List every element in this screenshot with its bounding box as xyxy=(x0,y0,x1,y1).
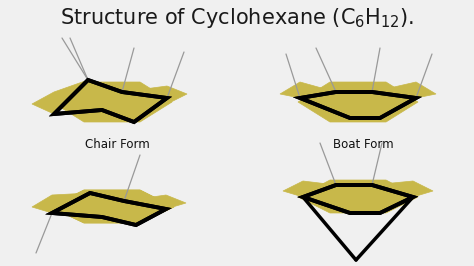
Polygon shape xyxy=(50,190,174,223)
Polygon shape xyxy=(372,181,433,197)
Polygon shape xyxy=(283,181,336,197)
Polygon shape xyxy=(298,82,418,122)
Polygon shape xyxy=(32,193,90,213)
Text: Boat Form: Boat Form xyxy=(333,138,393,151)
Polygon shape xyxy=(298,180,418,213)
Polygon shape xyxy=(122,86,187,104)
Polygon shape xyxy=(32,80,88,114)
Text: Structure of Cyclohexane (C$_6$H$_{12}$).: Structure of Cyclohexane (C$_6$H$_{12}$)… xyxy=(60,6,414,30)
Text: Chair Form: Chair Form xyxy=(85,138,149,151)
Polygon shape xyxy=(52,82,172,122)
Polygon shape xyxy=(280,82,336,98)
Polygon shape xyxy=(372,82,436,98)
Polygon shape xyxy=(124,195,186,209)
Polygon shape xyxy=(50,190,174,223)
